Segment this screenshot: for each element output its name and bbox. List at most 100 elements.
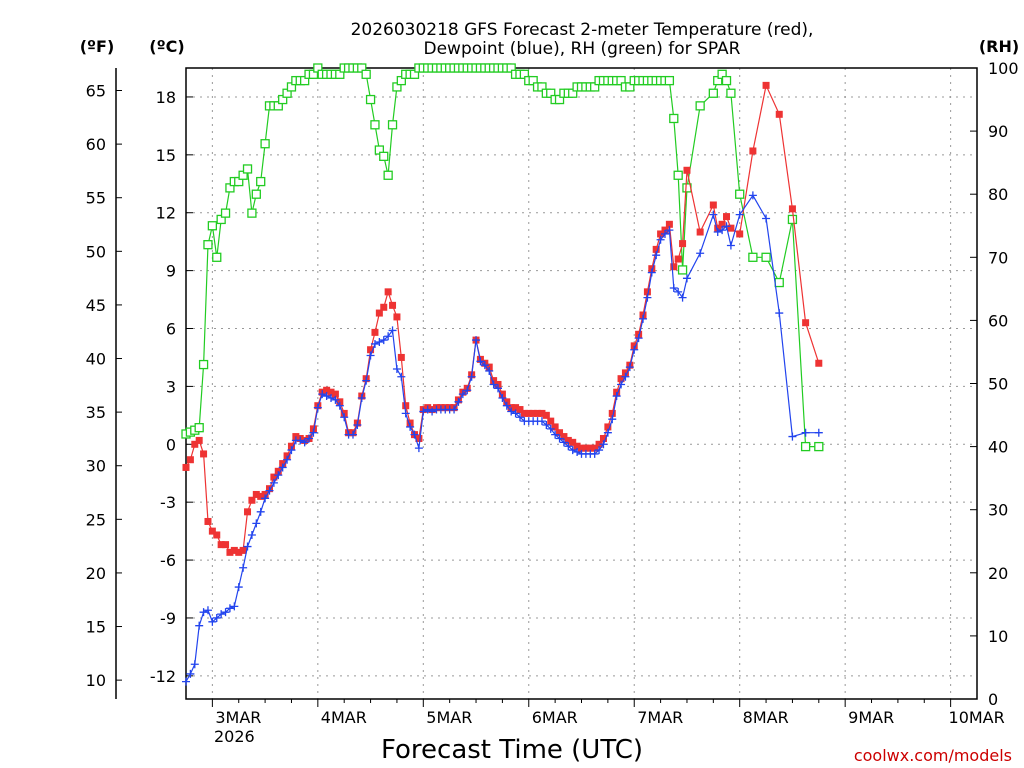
celsius-tick-label: 18 bbox=[156, 88, 176, 107]
rh-point bbox=[387, 120, 398, 130]
x-tick-label: 9MAR bbox=[848, 708, 894, 727]
dewpoint-point bbox=[502, 401, 511, 410]
temperature-point bbox=[375, 309, 383, 317]
temperature-point bbox=[547, 417, 555, 425]
celsius-tick-label: -3 bbox=[160, 493, 176, 512]
dewpoint-point bbox=[414, 444, 423, 453]
dewpoint-point bbox=[476, 357, 485, 366]
dewpoint-point bbox=[305, 434, 314, 443]
dewpoint-point bbox=[656, 235, 665, 244]
dewpoint-point bbox=[186, 669, 195, 678]
temperature-point bbox=[788, 205, 796, 213]
dewpoint-point bbox=[762, 214, 771, 223]
rh-point bbox=[260, 139, 270, 149]
temperature-point bbox=[402, 402, 410, 410]
dewpoint-point bbox=[568, 446, 577, 455]
rh-point bbox=[256, 176, 266, 187]
temperature-point bbox=[727, 224, 735, 232]
dewpoint-point bbox=[643, 293, 652, 302]
series-line-rh bbox=[185, 66, 819, 448]
dewpoint-point bbox=[370, 339, 379, 348]
x-tick-label: 5MAR bbox=[426, 708, 472, 727]
fahrenheit-tick-label: 45 bbox=[86, 296, 106, 315]
rh-point bbox=[814, 441, 824, 452]
fahrenheit-tick-label: 25 bbox=[86, 510, 106, 529]
rh-tick-label: 80 bbox=[988, 185, 1008, 204]
fahrenheit-tick-label: 20 bbox=[86, 564, 106, 583]
dewpoint-point bbox=[480, 361, 489, 370]
temperature-point bbox=[674, 255, 682, 263]
chart-axes bbox=[115, 67, 978, 700]
dewpoint-point bbox=[617, 380, 626, 389]
x-tick-label: 8MAR bbox=[743, 708, 789, 727]
temperature-point bbox=[542, 411, 550, 419]
rh-tick-label: 90 bbox=[988, 122, 1008, 141]
temperature-point bbox=[679, 240, 687, 248]
dewpoint-point bbox=[564, 442, 573, 451]
series-dewpoint bbox=[182, 191, 823, 686]
dewpoint-point bbox=[634, 334, 643, 343]
dewpoint-point bbox=[340, 413, 349, 422]
dewpoint-point bbox=[283, 455, 292, 464]
dewpoint-point bbox=[735, 210, 744, 219]
dewpoint-point bbox=[423, 405, 432, 414]
temperature-point bbox=[323, 386, 331, 394]
rh-point bbox=[673, 170, 683, 180]
rh-point bbox=[247, 208, 257, 218]
rh-point bbox=[787, 214, 798, 225]
dewpoint-point bbox=[621, 372, 630, 381]
dewpoint-point bbox=[599, 440, 608, 449]
rh-point bbox=[365, 94, 376, 105]
dewpoint-point bbox=[234, 583, 243, 592]
temperature-point bbox=[652, 245, 660, 253]
fahrenheit-tick-label: 15 bbox=[86, 618, 106, 637]
rh-point bbox=[761, 252, 771, 262]
fahrenheit-tick-label: 30 bbox=[86, 457, 106, 476]
rh-point bbox=[207, 221, 218, 231]
dewpoint-point bbox=[726, 241, 735, 250]
rh-point bbox=[677, 265, 688, 275]
celsius-tick-label: 12 bbox=[156, 204, 176, 223]
dewpoint-point bbox=[682, 274, 691, 283]
temperature-point bbox=[393, 313, 401, 321]
x-tick-label: 3MAR bbox=[215, 708, 261, 727]
dewpoint-point bbox=[748, 191, 757, 200]
temperature-point bbox=[512, 404, 520, 412]
temperature-point bbox=[371, 328, 379, 336]
fahrenheit-unit-label: (ºF) bbox=[80, 37, 115, 56]
dewpoint-point bbox=[212, 613, 221, 622]
dewpoint-point bbox=[362, 376, 371, 385]
rh-point bbox=[774, 277, 784, 288]
dewpoint-point bbox=[669, 283, 678, 292]
series-rh bbox=[181, 63, 824, 452]
x-tick-sublabel: 2026 bbox=[214, 727, 255, 746]
dewpoint-point bbox=[221, 608, 230, 617]
temperature-point bbox=[582, 444, 590, 452]
chart-title-line-2: Dewpoint (blue), RH (green) for SPAR bbox=[424, 39, 741, 59]
temperature-point bbox=[222, 541, 230, 549]
x-tick-label: 10MAR bbox=[949, 708, 1005, 727]
dewpoint-point bbox=[551, 430, 560, 439]
x-tick-label: 7MAR bbox=[637, 708, 683, 727]
temperature-point bbox=[182, 463, 190, 471]
dewpoint-point bbox=[199, 608, 208, 617]
fahrenheit-tick-label: 35 bbox=[86, 403, 106, 422]
dewpoint-point bbox=[454, 397, 463, 406]
dewpoint-point bbox=[603, 428, 612, 437]
temperature-point bbox=[551, 423, 559, 431]
dewpoint-point bbox=[190, 660, 199, 669]
dewpoint-point bbox=[696, 249, 705, 258]
dewpoint-point bbox=[309, 428, 318, 437]
dewpoint-point bbox=[265, 486, 274, 495]
temperature-point bbox=[643, 288, 651, 296]
temperature-point bbox=[270, 473, 278, 481]
rh-point bbox=[664, 75, 675, 86]
temperature-point bbox=[327, 388, 335, 396]
temperature-point bbox=[604, 423, 612, 431]
temperature-point bbox=[380, 303, 388, 311]
temperature-point bbox=[204, 517, 212, 525]
dewpoint-point bbox=[353, 420, 362, 429]
rh-unit-label: (RH) bbox=[979, 37, 1019, 56]
dewpoint-point bbox=[318, 390, 327, 399]
